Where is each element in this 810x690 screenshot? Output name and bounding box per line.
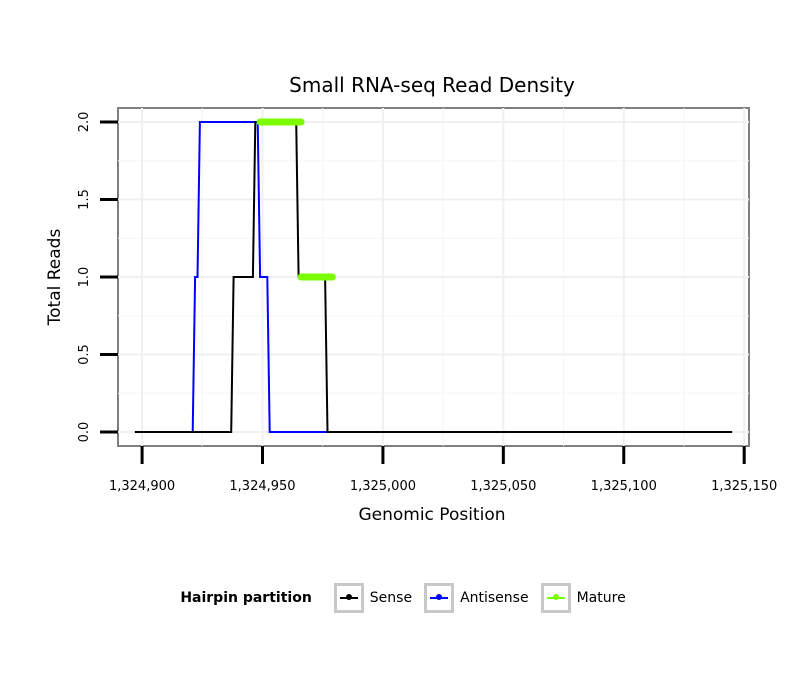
chart-title: Small RNA-seq Read Density (289, 73, 575, 97)
x-tick-label: 1,324,950 (229, 479, 295, 494)
x-tick-label: 1,325,000 (350, 479, 416, 494)
x-tick-label: 1,325,150 (711, 479, 777, 494)
legend-item-sense: Sense (333, 583, 413, 613)
x-tick-label: 1,324,900 (109, 479, 175, 494)
legend-item-antisense: Antisense (424, 583, 529, 613)
legend-key-mature (540, 583, 571, 613)
legend: Hairpin partition Sense Antisense Mature (0, 578, 810, 618)
x-tick-label: 1,325,100 (591, 479, 657, 494)
legend-key-sense (333, 583, 364, 613)
y-tick-label: 0.0 (77, 422, 92, 443)
legend-label: Sense (369, 590, 413, 606)
y-tick-label: 1.5 (77, 189, 92, 210)
y-axis-label: Total Reads (45, 229, 65, 327)
legend-label: Antisense (460, 590, 529, 606)
y-tick-label: 0.5 (77, 344, 92, 365)
x-tick-label: 1,325,050 (470, 479, 536, 494)
y-axis: 0.0 0.5 1.0 1.5 2.0 (77, 112, 118, 443)
y-tick-label: 2.0 (77, 112, 92, 133)
x-axis: 1,324,900 1,324,950 1,325,000 1,325,050 1,32… (109, 446, 777, 494)
x-axis-label: Genomic Position (358, 505, 505, 525)
legend-label: Mature (576, 590, 626, 606)
y-tick-label: 1.0 (77, 267, 92, 288)
legend-key-antisense (424, 583, 455, 613)
legend-title: Hairpin partition (180, 590, 312, 606)
legend-item-mature: Mature (540, 583, 626, 613)
series-layer (134, 118, 733, 433)
